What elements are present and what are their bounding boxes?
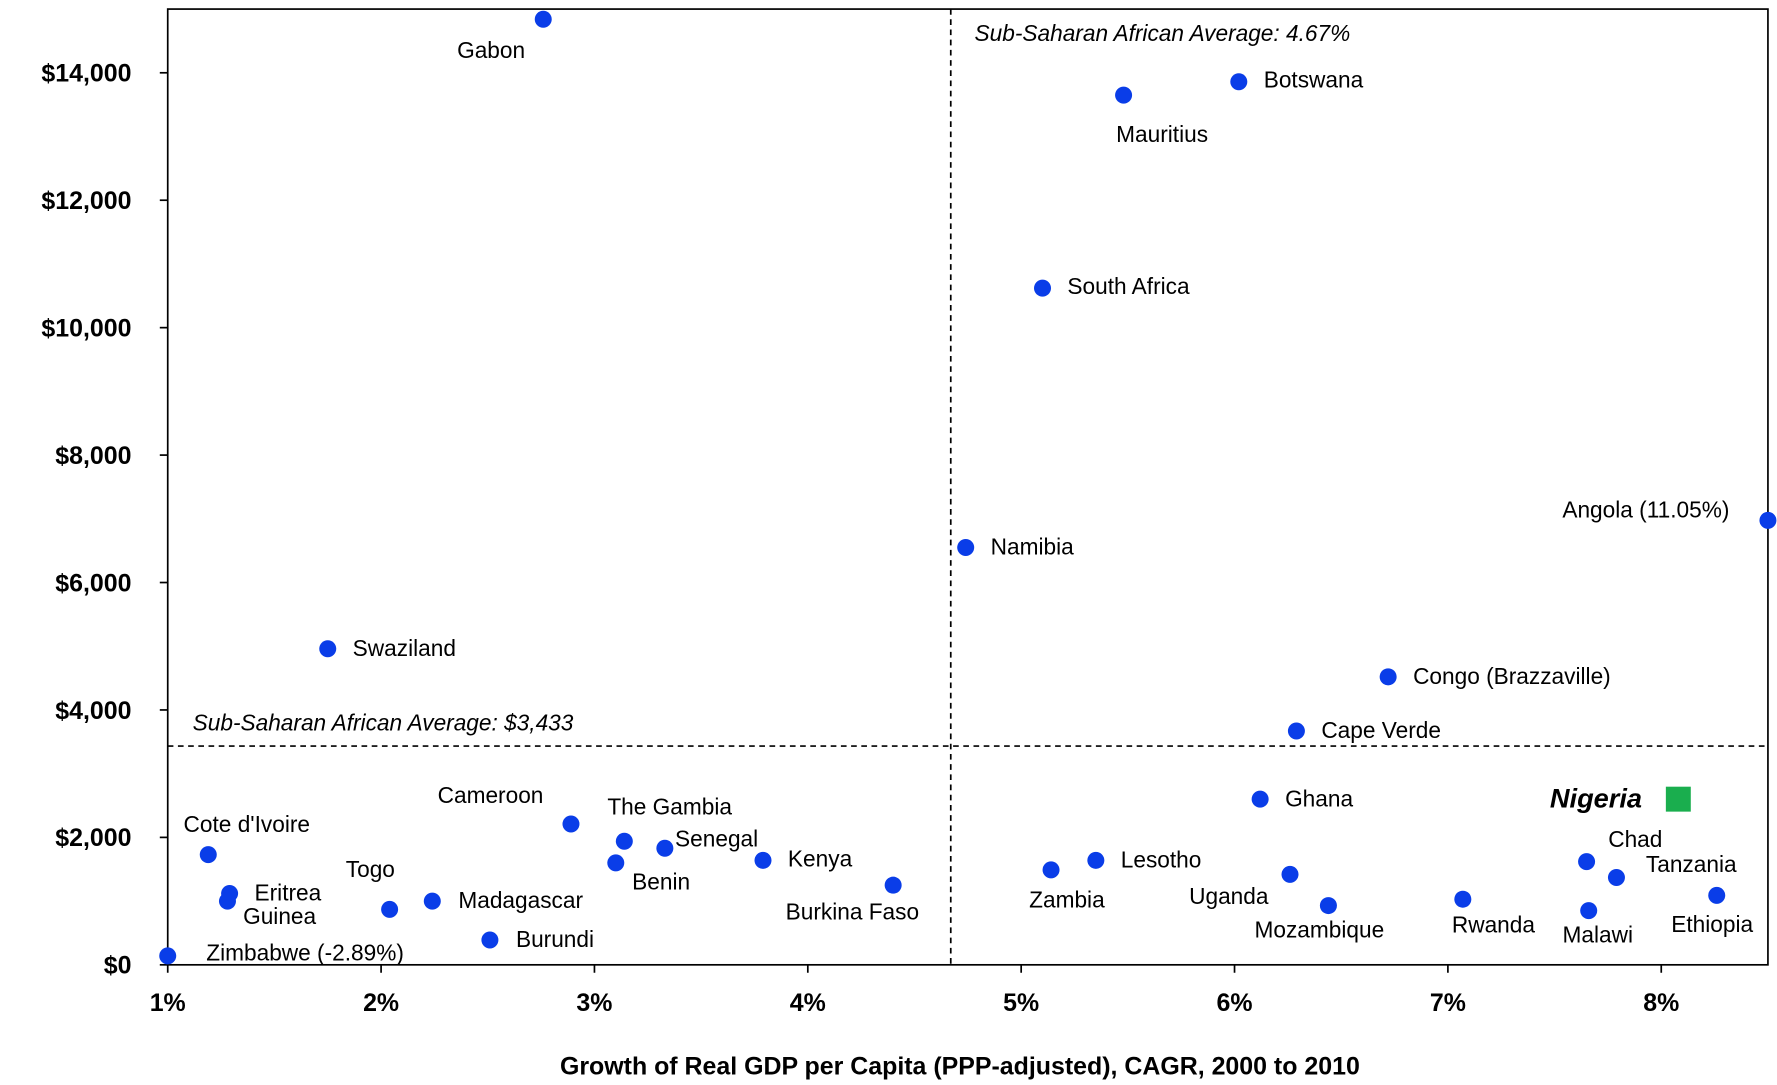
point: [1759, 511, 1777, 529]
point-label: Burundi: [516, 926, 594, 952]
point: [1230, 73, 1248, 91]
point: [218, 892, 236, 910]
point-label: Burkina Faso: [786, 899, 919, 925]
point-label: Mozambique: [1254, 917, 1384, 943]
point-label: Zambia: [1029, 887, 1105, 913]
point-label: Tanzania: [1646, 851, 1737, 877]
x-tick-label: 3%: [576, 989, 612, 1017]
point-label: South Africa: [1067, 273, 1190, 299]
point-label: Namibia: [991, 534, 1074, 560]
point: [1708, 886, 1726, 904]
point: [754, 851, 772, 869]
point: [957, 538, 975, 556]
point: [159, 947, 177, 965]
point-label: Guinea: [243, 903, 316, 929]
x-axis-label: Growth of Real GDP per Capita (PPP-adjus…: [560, 1053, 1360, 1081]
point: [1607, 869, 1625, 887]
point-label: Cameroon: [438, 782, 544, 808]
point: [534, 10, 552, 28]
point-label: Swaziland: [353, 635, 456, 661]
point: [1281, 865, 1299, 883]
y-tick-label: $0: [104, 952, 132, 980]
point-label: Ghana: [1285, 785, 1353, 811]
point: [1379, 668, 1397, 686]
point-label: Uganda: [1189, 883, 1269, 909]
reference-label: Sub-Saharan African Average: $3,433: [193, 710, 574, 736]
point: [481, 931, 499, 949]
point: [1115, 86, 1133, 104]
point-label: Cape Verde: [1321, 717, 1441, 743]
point-label: Senegal: [675, 825, 758, 851]
y-tick-label: $8,000: [55, 442, 131, 470]
point-label: Eritrea: [255, 880, 322, 906]
x-tick-label: 6%: [1217, 989, 1253, 1017]
point: [607, 854, 625, 872]
point-label: Benin: [632, 868, 690, 894]
point-label: The Gambia: [607, 793, 732, 819]
x-tick-label: 4%: [790, 989, 826, 1017]
point-label: Cote d'Ivoire: [184, 811, 310, 837]
point-label: Botswana: [1264, 67, 1364, 93]
point: [1251, 790, 1269, 808]
point: [1580, 902, 1598, 920]
point-label: Angola (11.05%): [1562, 496, 1729, 522]
y-tick-label: $14,000: [41, 60, 131, 88]
point: [199, 846, 217, 864]
point-label: Ethiopia: [1671, 911, 1753, 937]
point-label: Rwanda: [1452, 911, 1536, 937]
x-tick-label: 7%: [1430, 989, 1466, 1017]
point: [1287, 722, 1305, 740]
point-label: Lesotho: [1121, 846, 1202, 872]
point-label: Mauritius: [1116, 121, 1208, 147]
y-tick-label: $10,000: [41, 314, 131, 342]
y-tick-label: $12,000: [41, 187, 131, 215]
point: [1034, 279, 1052, 297]
y-tick-label: $4,000: [55, 697, 131, 725]
point-label: Gabon: [457, 37, 525, 63]
point: [381, 900, 399, 918]
point: [1087, 851, 1105, 869]
x-tick-label: 5%: [1003, 989, 1039, 1017]
point-label: Congo (Brazzaville): [1413, 663, 1611, 689]
point: [1454, 890, 1472, 908]
plot-frame: [166, 8, 1769, 966]
point-label: Zimbabwe (-2.89%): [206, 940, 404, 966]
point-label: Chad: [1608, 826, 1662, 852]
x-tick-label: 8%: [1643, 989, 1679, 1017]
x-tick-label: 2%: [363, 989, 399, 1017]
point-label: Nigeria: [1550, 782, 1642, 813]
point: [1319, 897, 1337, 915]
y-tick-label: $2,000: [55, 824, 131, 852]
point: [1665, 786, 1691, 812]
point: [319, 640, 337, 658]
point: [1578, 853, 1596, 871]
y-tick-label: $6,000: [55, 569, 131, 597]
point-label: Kenya: [788, 845, 853, 871]
point-label: Togo: [346, 856, 395, 882]
reference-label: Sub-Saharan African Average: 4.67%: [975, 20, 1351, 46]
point-label: Madagascar: [458, 887, 583, 913]
point: [1042, 861, 1060, 879]
point: [423, 892, 441, 910]
point-label: Malawi: [1563, 922, 1634, 948]
point: [562, 815, 580, 833]
point: [656, 839, 674, 857]
point: [615, 832, 633, 850]
x-tick-label: 1%: [150, 989, 186, 1017]
point: [884, 876, 902, 894]
